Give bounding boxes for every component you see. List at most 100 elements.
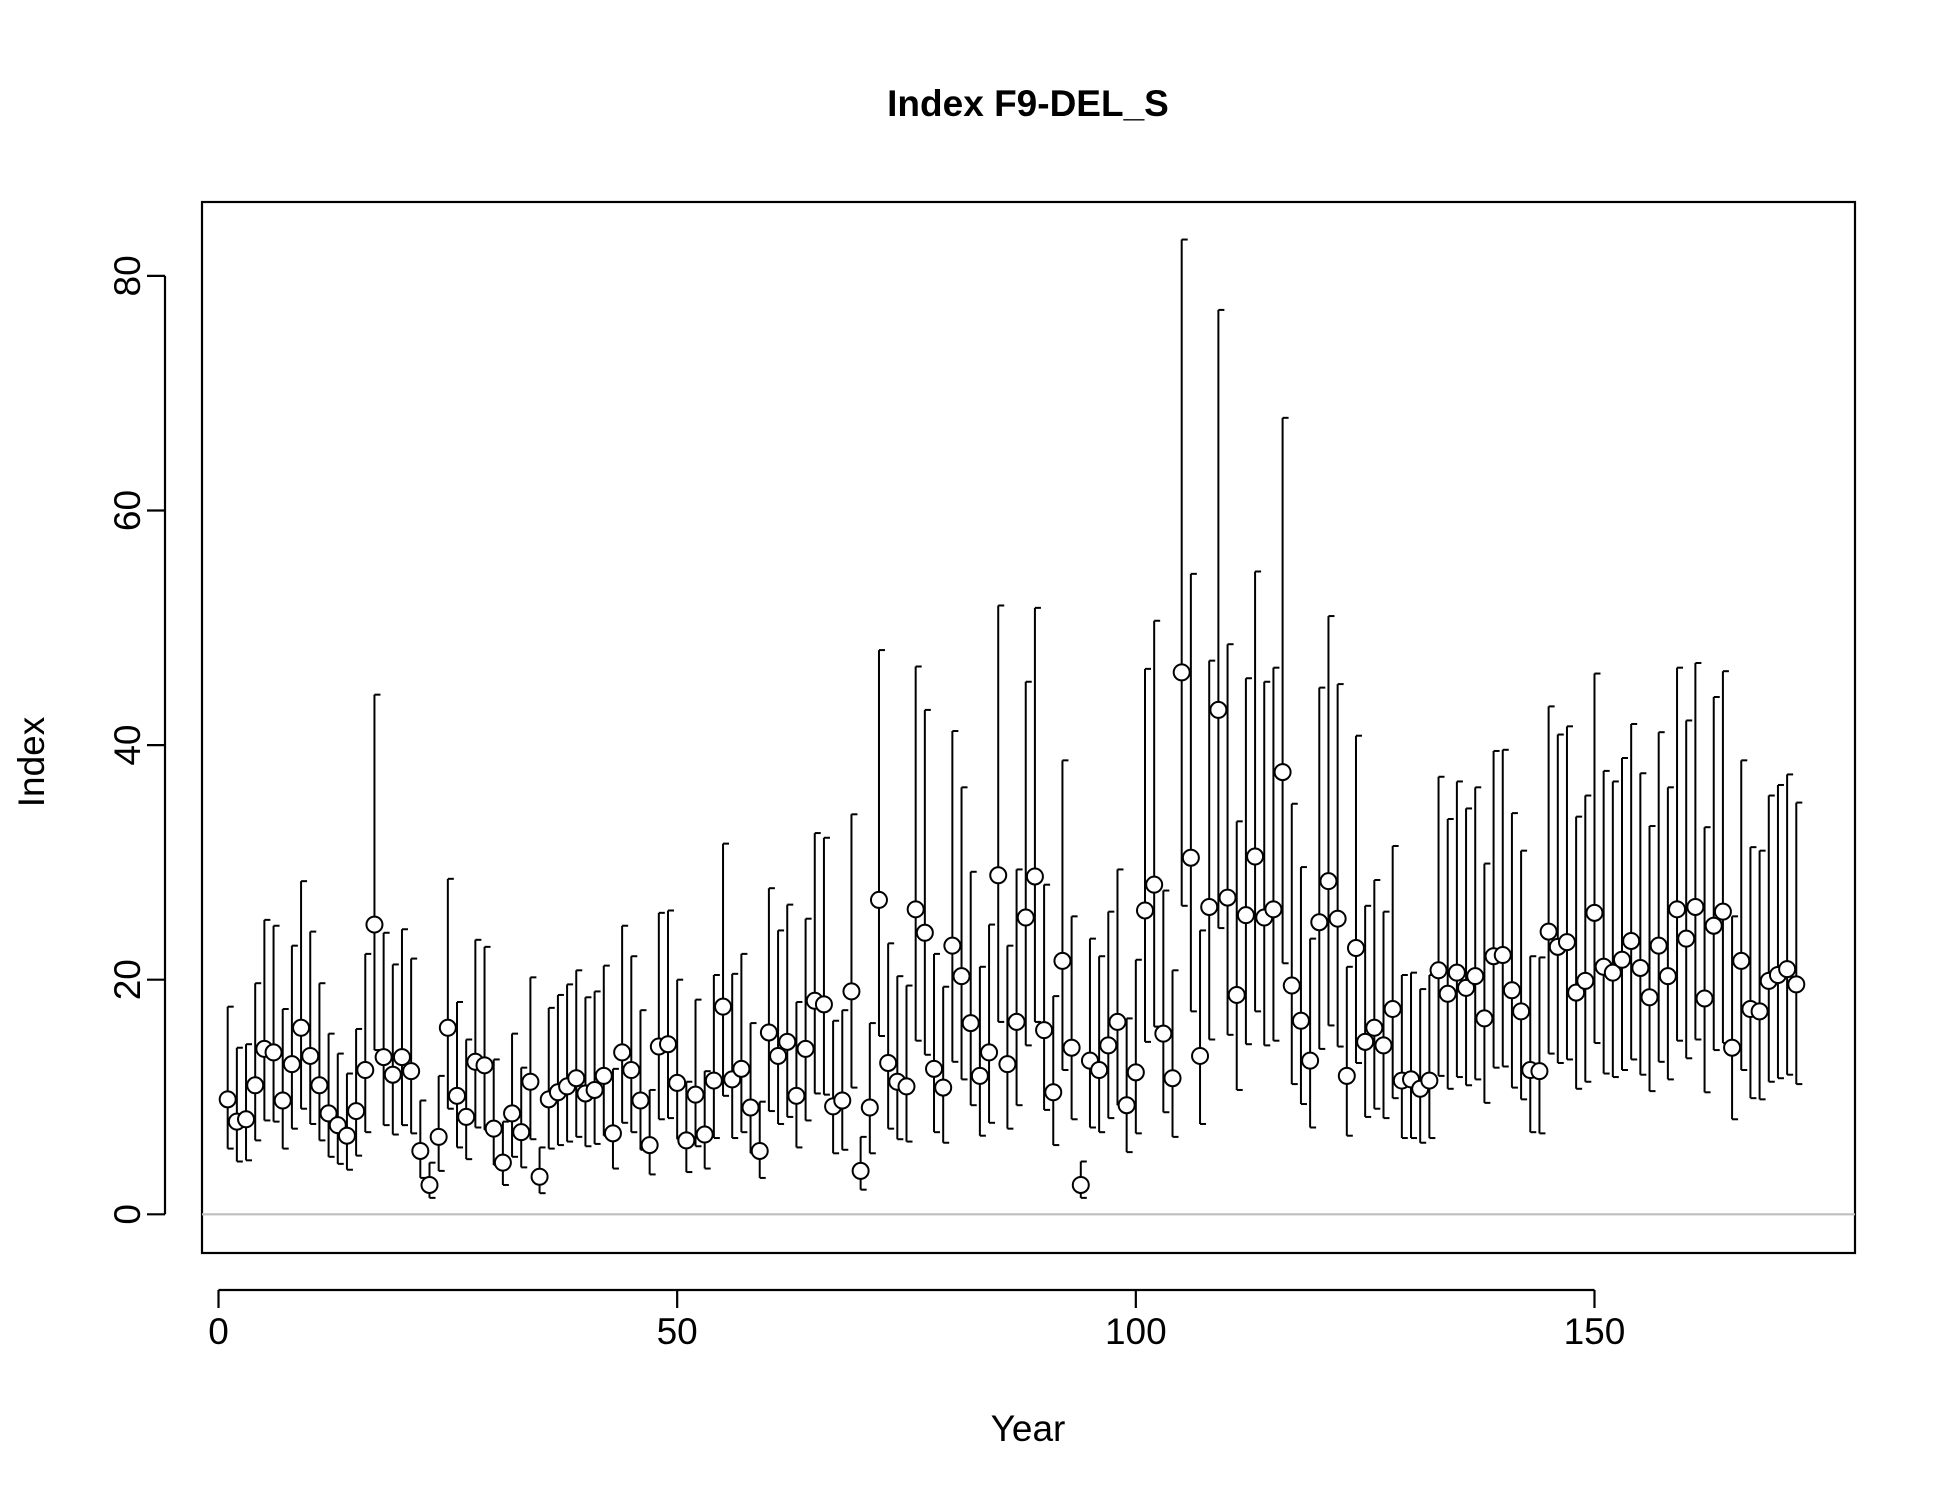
data-point: [1135, 901, 1154, 920]
error-bar: [896, 975, 904, 1141]
data-point: [475, 1056, 494, 1075]
error-bar: [1703, 826, 1711, 1094]
error-bar: [318, 982, 326, 1142]
data-point: [704, 1071, 723, 1090]
error-bar: [1474, 786, 1482, 1081]
error-bar: [1033, 606, 1041, 1023]
data-point: [961, 1014, 980, 1033]
data-point: [448, 1086, 467, 1105]
error-bar: [1529, 955, 1537, 1134]
error-bar: [1180, 238, 1188, 907]
error-bar: [1410, 971, 1418, 1140]
error-bar: [914, 665, 922, 1042]
error-bar: [382, 931, 390, 1127]
error-bar: [749, 1022, 757, 1155]
error-bar: [1712, 696, 1720, 1052]
data-point: [658, 1035, 677, 1054]
error-bar: [1254, 570, 1262, 1013]
data-point: [1374, 1036, 1393, 1055]
data-point: [695, 1125, 714, 1144]
error-bar: [474, 938, 482, 1129]
error-bar: [529, 976, 537, 1141]
error-bar: [1070, 915, 1078, 1121]
error-bar: [1272, 666, 1280, 1042]
error-bar: [1235, 820, 1243, 1091]
data-point: [1576, 971, 1595, 990]
error-bar: [1492, 749, 1500, 1069]
error-bar: [327, 1032, 335, 1158]
data-point: [1154, 1024, 1173, 1043]
error-bar: [1199, 929, 1207, 1125]
data-point: [1493, 946, 1512, 965]
data-point: [1117, 1096, 1136, 1115]
data-point: [1181, 848, 1200, 867]
error-bar: [1455, 780, 1463, 1079]
error-bar: [694, 998, 702, 1148]
data-point: [530, 1167, 549, 1186]
data-point: [402, 1062, 421, 1081]
error-bar: [373, 693, 381, 1052]
data-point: [1319, 872, 1338, 891]
data-point: [1365, 1018, 1384, 1037]
data-point: [1301, 1051, 1320, 1070]
error-bar: [1281, 416, 1289, 965]
error-bar: [446, 877, 454, 1110]
data-point: [493, 1153, 512, 1172]
data-point: [970, 1066, 989, 1085]
data-point: [1291, 1011, 1310, 1030]
data-point: [925, 1059, 944, 1078]
error-bar: [804, 917, 812, 1122]
error-bar: [703, 1070, 711, 1170]
error-bar: [501, 1120, 509, 1186]
data-point: [1649, 936, 1668, 955]
data-point: [603, 1124, 622, 1143]
data-point: [1218, 888, 1237, 907]
error-bar: [391, 963, 399, 1136]
error-bar: [290, 944, 298, 1130]
error-bar: [1043, 883, 1051, 1111]
error-bar: [1685, 719, 1693, 1060]
error-bar: [1731, 915, 1739, 1121]
error-bar: [1153, 619, 1161, 1028]
data-point: [750, 1141, 769, 1160]
error-bar: [813, 832, 821, 1095]
data-point: [567, 1069, 586, 1088]
error-bar: [575, 969, 583, 1138]
error-bar: [1171, 969, 1179, 1138]
data-point: [1016, 908, 1035, 927]
error-bar: [887, 942, 895, 1130]
data-point: [1447, 963, 1466, 982]
data-point: [1677, 929, 1696, 948]
error-bar: [345, 1072, 353, 1171]
error-bar: [336, 1052, 344, 1165]
data-point: [1099, 1036, 1118, 1055]
x-tick-label: 100: [1105, 1311, 1167, 1352]
error-bar: [841, 1009, 849, 1151]
data-point: [1695, 989, 1714, 1008]
error-bar: [685, 1080, 693, 1174]
error-bar: [1630, 722, 1638, 1061]
error-bar: [235, 1046, 243, 1163]
data-point: [1750, 1002, 1769, 1021]
data-point: [1640, 988, 1659, 1007]
data-point: [1191, 1046, 1210, 1065]
data-point: [851, 1161, 870, 1180]
error-bar: [1088, 937, 1096, 1129]
data-point: [1310, 913, 1329, 932]
data-point: [585, 1080, 604, 1099]
error-bar: [1776, 783, 1784, 1080]
error-bar: [281, 1008, 289, 1150]
error-bar: [1657, 731, 1665, 1063]
error-bar: [1593, 672, 1601, 1045]
data-point: [310, 1076, 329, 1095]
error-bar: [795, 1000, 803, 1149]
error-bar: [226, 1005, 234, 1150]
data-point: [686, 1085, 705, 1104]
plot-frame: [200, 200, 1857, 1255]
error-bar: [1437, 775, 1445, 1077]
data-point: [1337, 1066, 1356, 1085]
error-bar: [1639, 772, 1647, 1076]
error-bar: [1584, 794, 1592, 1083]
error-bar: [942, 985, 950, 1144]
